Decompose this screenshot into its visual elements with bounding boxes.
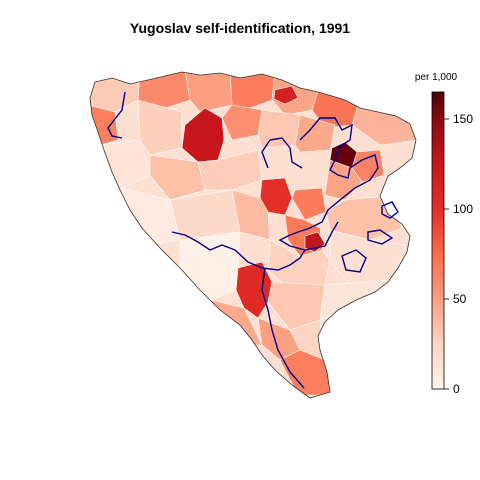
- municipality: [273, 85, 299, 105]
- municipality: [231, 189, 271, 241]
- map-title: Yugoslav self-identification, 1991: [129, 20, 351, 36]
- municipality: [179, 231, 241, 301]
- entity-boundary-loop: [341, 249, 367, 273]
- entity-boundary: [107, 91, 399, 389]
- legend-tick-label: 100: [453, 202, 473, 216]
- legend-color-bar: [431, 91, 445, 390]
- municipality: [294, 114, 336, 153]
- municipality: [267, 239, 331, 291]
- municipality-high: [235, 261, 273, 319]
- legend-title: per 1,000: [415, 72, 458, 83]
- municipality: [149, 154, 206, 201]
- legend-tick-label: 150: [453, 112, 473, 126]
- country-border: [89, 71, 417, 399]
- municipality: [319, 279, 396, 321]
- municipality: [184, 72, 233, 113]
- municipality: [221, 104, 263, 141]
- entity-boundary-line: [261, 139, 271, 169]
- legend-tick-label: 50: [453, 292, 467, 306]
- municipality: [257, 109, 301, 149]
- entity-boundary-line: [261, 267, 305, 389]
- entity-boundary-line: [269, 137, 303, 169]
- entity-boundary-loop: [381, 201, 399, 219]
- country-shape: [89, 71, 417, 399]
- legend-ticks: 0 50 100 150: [444, 112, 473, 396]
- municipality: [229, 72, 276, 111]
- entity-boundary-line: [304, 221, 339, 251]
- entity-boundary-line: [107, 91, 126, 139]
- municipality: [291, 187, 327, 221]
- entity-boundary-line: [171, 117, 379, 271]
- municipality: [137, 99, 183, 156]
- entity-boundary-loop: [367, 229, 394, 245]
- legend-tick-label: 0: [453, 382, 460, 396]
- municipality: [279, 349, 333, 396]
- color-legend: per 1,000 0 50 100 150: [415, 72, 473, 396]
- municipality-high: [181, 107, 225, 163]
